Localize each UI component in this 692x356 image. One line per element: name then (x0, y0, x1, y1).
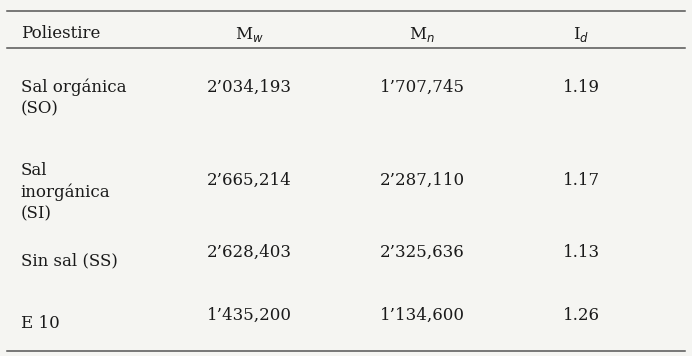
Text: M$_w$: M$_w$ (235, 25, 264, 44)
Text: 1’707,745: 1’707,745 (380, 79, 464, 96)
Text: E 10: E 10 (21, 315, 60, 332)
Text: M$_n$: M$_n$ (409, 25, 435, 44)
Text: 1’134,600: 1’134,600 (380, 307, 464, 324)
Text: 2’665,214: 2’665,214 (207, 172, 291, 189)
Text: Poliestire: Poliestire (21, 25, 100, 42)
Text: 2’034,193: 2’034,193 (207, 79, 291, 96)
Text: 1.26: 1.26 (563, 307, 600, 324)
Text: I$_d$: I$_d$ (573, 25, 590, 44)
Text: 1’435,200: 1’435,200 (207, 307, 291, 324)
Text: 1.19: 1.19 (563, 79, 600, 96)
Text: Sin sal (SS): Sin sal (SS) (21, 253, 118, 270)
Text: 1.13: 1.13 (563, 244, 600, 261)
Text: Sal
inorgánica
(SI): Sal inorgánica (SI) (21, 162, 111, 223)
Text: Sal orgánica
(SO): Sal orgánica (SO) (21, 78, 126, 117)
Text: 2’628,403: 2’628,403 (207, 244, 291, 261)
Text: 2’287,110: 2’287,110 (379, 172, 465, 189)
Text: 1.17: 1.17 (563, 172, 600, 189)
Text: 2’325,636: 2’325,636 (380, 244, 464, 261)
